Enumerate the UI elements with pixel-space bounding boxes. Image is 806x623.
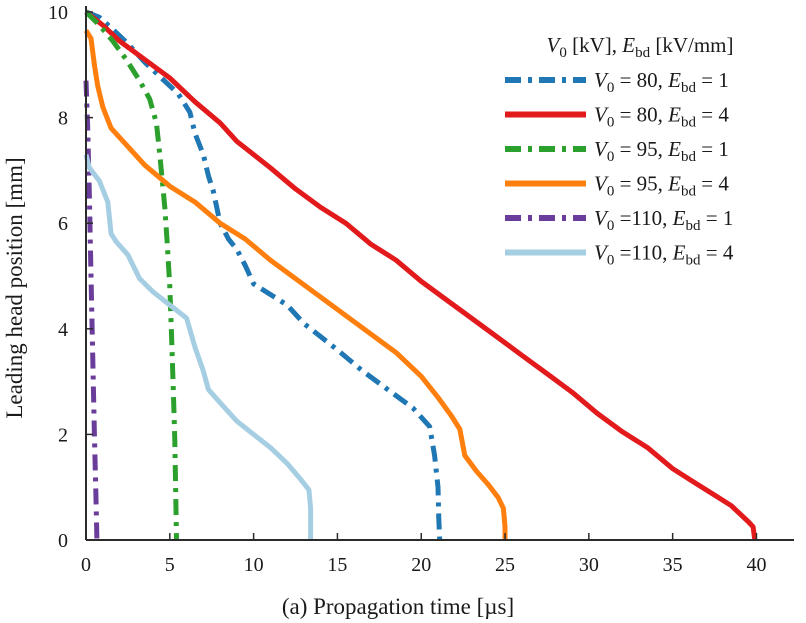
legend-item-5: V0 =110, Ebd = 1 [505,206,733,234]
x-tick-label: 30 [579,554,599,576]
y-axis-label: Leading head position [mm] [2,157,27,418]
legend-item-3: V0 = 95, Ebd = 1 [505,137,729,165]
x-tick-label: 20 [411,554,431,576]
plot-area [83,9,758,541]
legend-item-2: V0 = 80, Ebd = 4 [505,103,729,131]
x-tick-label: 40 [746,554,766,576]
axis-ticks: 0 5 10 15 20 25 30 35 40 0 2 4 6 8 10 [48,2,766,576]
series-line-5 [83,80,100,541]
x-tick-label: 0 [81,554,91,576]
legend-label: V0 =110, Ebd = 1 [594,206,733,234]
y-tick-label: 8 [58,108,68,130]
x-tick-label: 25 [495,554,515,576]
series-line-6 [83,153,314,540]
y-tick-label: 0 [58,530,68,552]
legend-item-6: V0 =110, Ebd = 4 [505,241,734,269]
y-tick-label: 2 [58,424,68,446]
legend-item-1: V0 = 80, Ebd = 1 [505,68,729,96]
x-tick-label: 10 [244,554,264,576]
legend-label: V0 = 95, Ebd = 4 [594,172,729,200]
y-tick-label: 4 [58,319,68,341]
legend-label: V0 =110, Ebd = 4 [594,241,734,269]
legend: V0 [kV], Ebd [kV/mm] V0 = 80, Ebd = 1 V0 =… [505,33,734,269]
legend-label: V0 = 80, Ebd = 4 [594,103,729,131]
legend-label: V0 = 80, Ebd = 1 [594,68,729,96]
x-tick-label: 35 [663,554,683,576]
x-tick-label: 5 [165,554,175,576]
series-line-3 [84,10,179,541]
series-line-2 [84,10,758,541]
legend-item-4: V0 = 95, Ebd = 4 [505,172,729,200]
x-axis-label: (a) Propagation time [µs] [282,594,514,619]
series-line-4 [83,29,508,540]
y-tick-label: 10 [48,2,68,24]
y-tick-label: 6 [58,213,68,235]
legend-label: V0 = 95, Ebd = 1 [594,137,729,165]
legend-title: V0 [kV], Ebd [kV/mm] [547,33,734,61]
x-tick-label: 15 [327,554,347,576]
